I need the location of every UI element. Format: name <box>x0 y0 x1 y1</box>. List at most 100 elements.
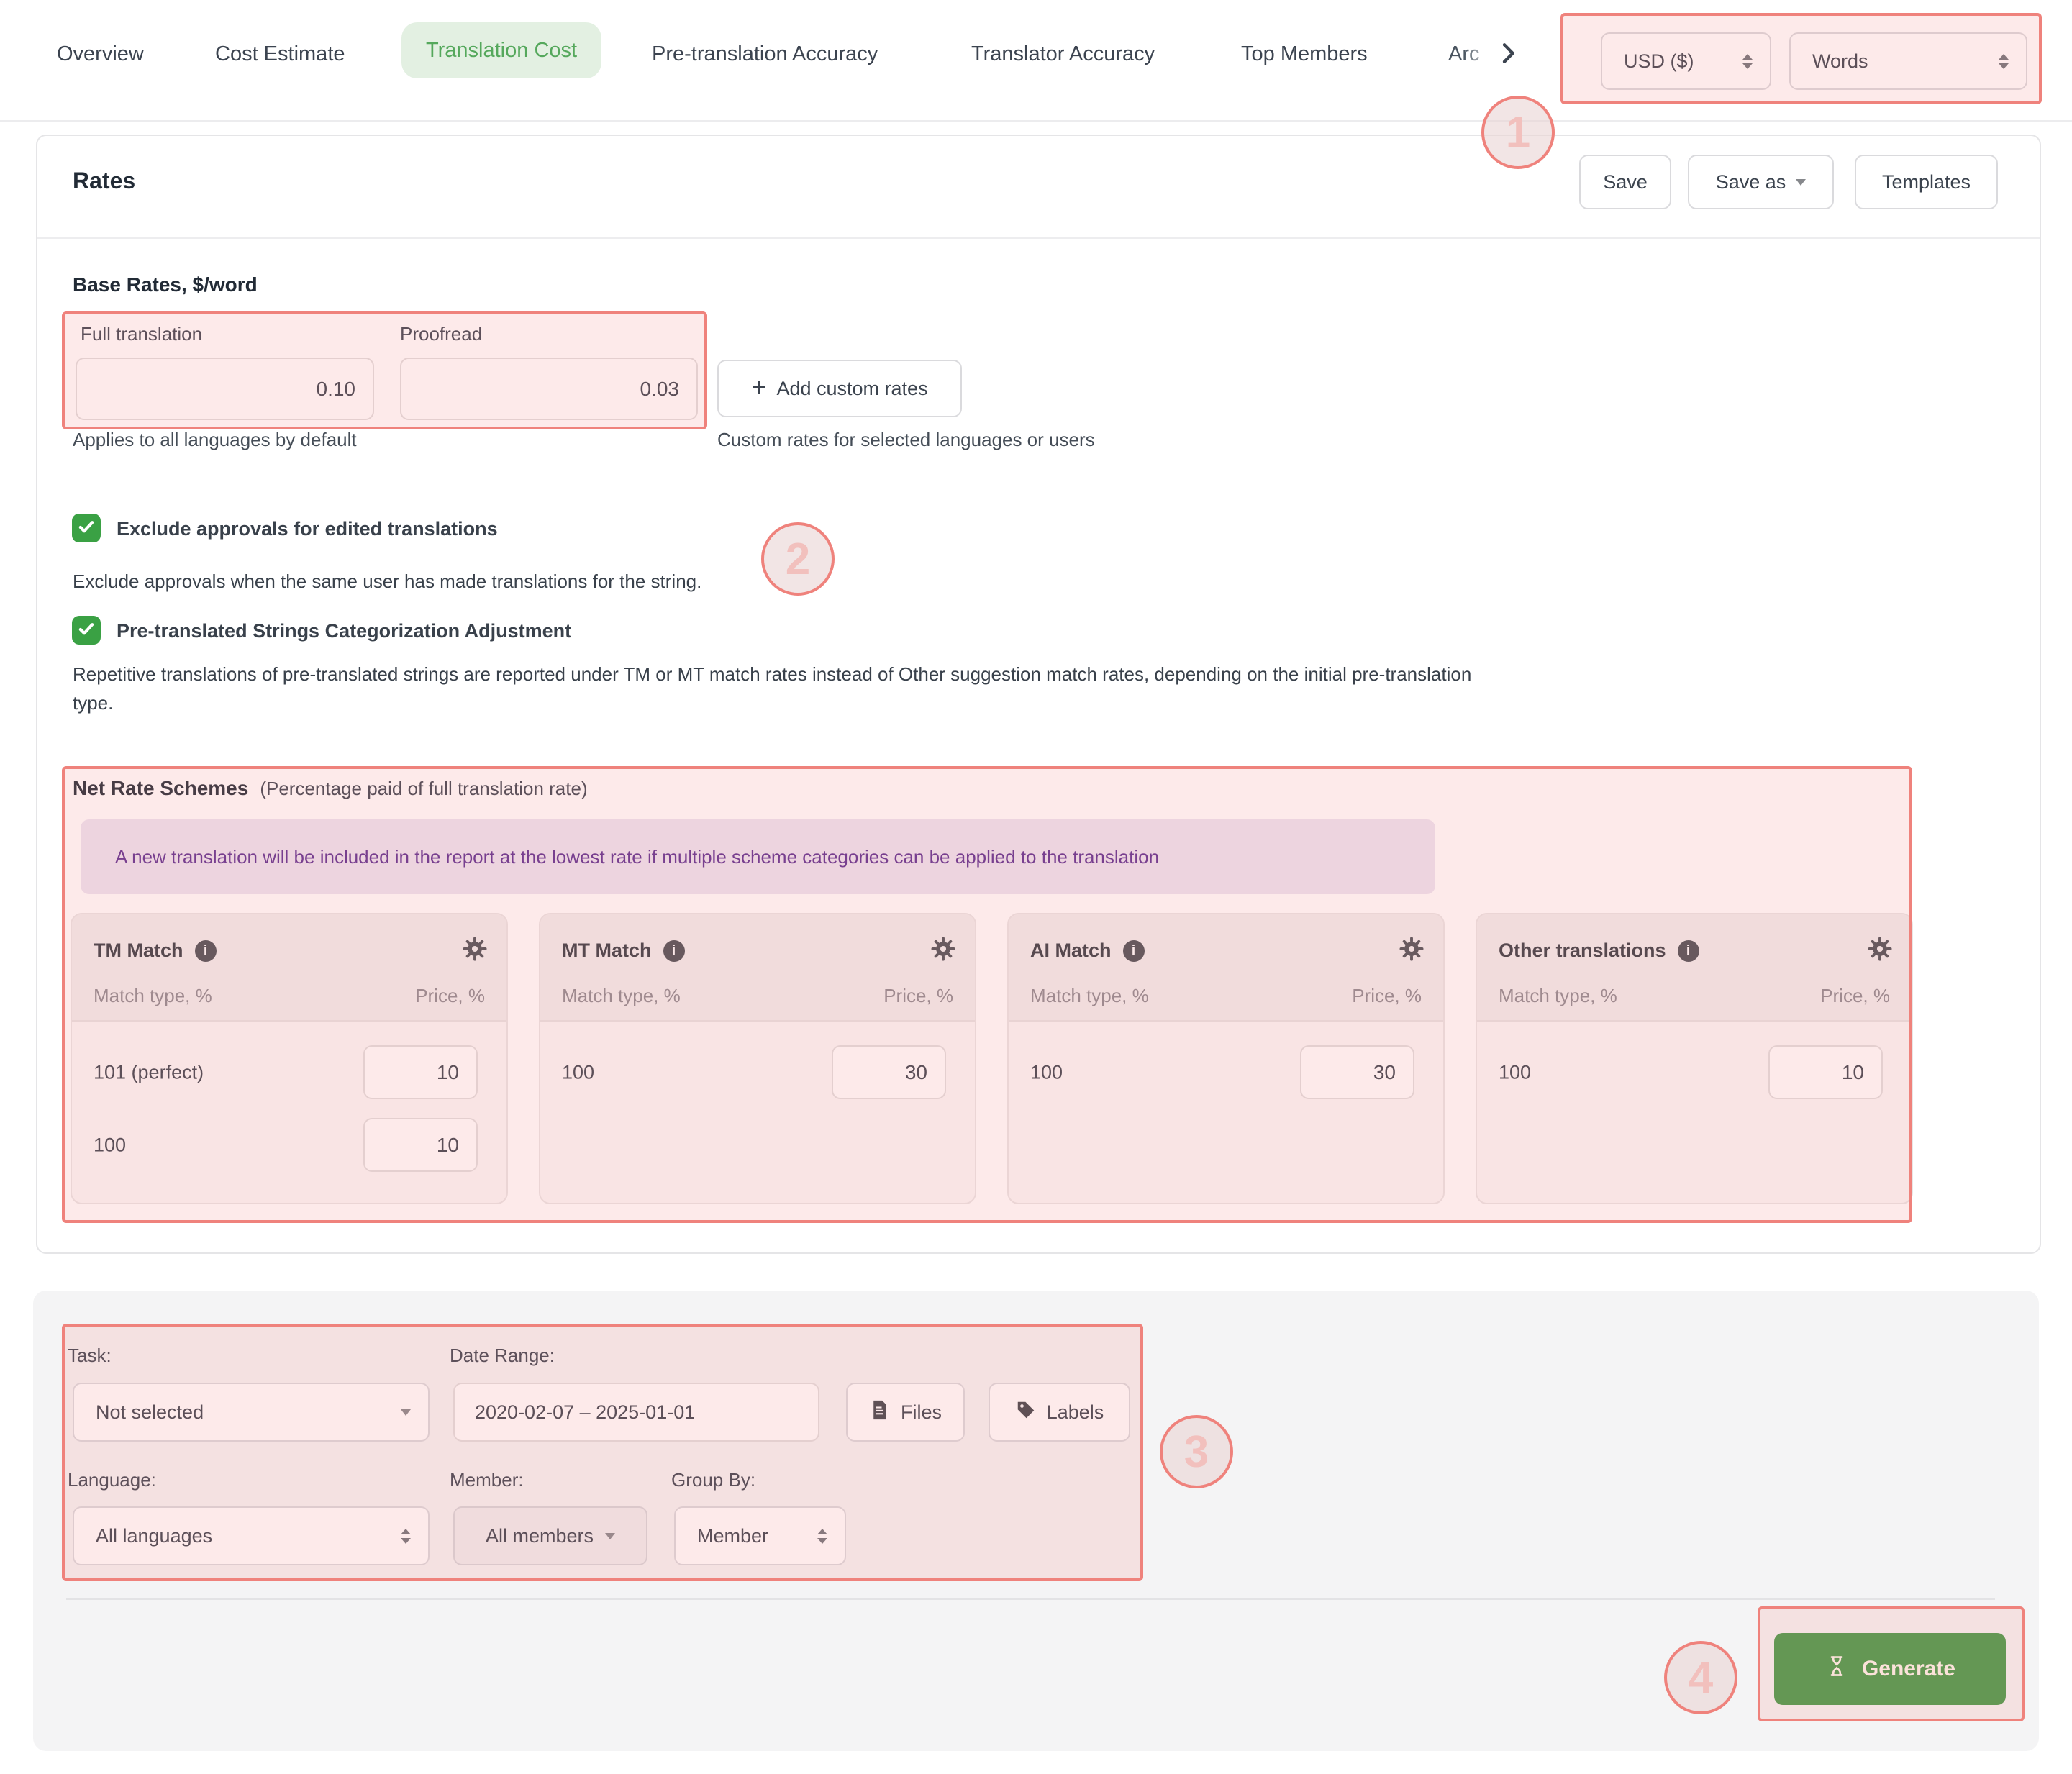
pretranslated-adjustment-checkbox[interactable] <box>72 616 101 645</box>
labels-button-label: Labels <box>1046 1401 1104 1423</box>
check-icon <box>76 618 97 643</box>
other-translations-card: Other translations i Match type, % Price… <box>1476 913 1913 1204</box>
tabbar-divider <box>0 120 2072 122</box>
tab-cost-estimate[interactable]: Cost Estimate <box>215 42 345 65</box>
tab-top-members[interactable]: Top Members <box>1241 42 1368 65</box>
other-translations-title: Other translations <box>1499 940 1666 961</box>
group-by-select-value: Member <box>697 1524 769 1547</box>
rates-title: Rates <box>73 168 136 194</box>
files-button[interactable]: Files <box>846 1383 965 1442</box>
gear-icon[interactable] <box>1867 936 1893 965</box>
tm-match-row-100: 100 <box>72 1118 506 1172</box>
mt-match-100-price-input[interactable] <box>832 1045 946 1099</box>
caret-down-icon <box>605 1532 616 1539</box>
language-select[interactable]: All languages <box>73 1506 430 1565</box>
tab-translation-cost[interactable]: Translation Cost <box>401 22 602 78</box>
tabs-overflow-chevron[interactable] <box>1491 37 1525 72</box>
group-by-label: Group By: <box>671 1469 756 1491</box>
gear-icon[interactable] <box>1399 936 1424 965</box>
check-icon <box>76 516 97 541</box>
price-column-label: Price, % <box>883 985 953 1006</box>
files-button-label: Files <box>900 1401 942 1423</box>
language-label: Language: <box>68 1469 156 1491</box>
match-type-value: 101 (perfect) <box>94 1061 204 1083</box>
proofread-rate-input[interactable] <box>400 358 698 420</box>
info-icon[interactable]: i <box>1677 940 1699 962</box>
add-custom-rates-button[interactable]: + Add custom rates <box>717 360 962 417</box>
full-translation-label: Full translation <box>81 323 203 345</box>
unit-select[interactable]: Words <box>1789 32 2027 90</box>
tm-match-row-101: 101 (perfect) <box>72 1045 506 1099</box>
task-label: Task: <box>68 1345 112 1366</box>
other-translations-card-header: Other translations i Match type, % Price… <box>1477 914 1912 1022</box>
unit-select-value: Words <box>1812 50 1868 72</box>
save-as-button-label: Save as <box>1715 170 1786 193</box>
updown-caret-icon <box>1742 53 1753 69</box>
price-column-label: Price, % <box>1820 985 1890 1006</box>
currency-select[interactable]: USD ($) <box>1601 32 1771 90</box>
other-translations-row-100: 100 <box>1477 1045 1912 1099</box>
ai-match-row-100: 100 <box>1009 1045 1443 1099</box>
date-range-input[interactable] <box>453 1383 819 1442</box>
tag-icon <box>1015 1399 1037 1426</box>
exclude-approvals-description: Exclude approvals when the same user has… <box>73 570 702 592</box>
tm-match-101-price-input[interactable] <box>363 1045 478 1099</box>
member-label: Member: <box>450 1469 524 1491</box>
tab-pre-translation-accuracy[interactable]: Pre-translation Accuracy <box>652 42 878 65</box>
match-type-value: 100 <box>94 1134 127 1155</box>
plus-icon: + <box>751 372 767 401</box>
settings-divider <box>66 1598 1995 1600</box>
net-rate-schemes-subheading: (Percentage paid of full translation rat… <box>260 778 588 799</box>
caret-down-icon <box>1796 178 1807 186</box>
match-type-value: 100 <box>562 1061 595 1083</box>
info-icon[interactable]: i <box>663 940 685 962</box>
gear-icon[interactable] <box>462 936 488 965</box>
info-icon[interactable]: i <box>194 940 217 962</box>
ai-match-title: AI Match <box>1030 940 1112 961</box>
tm-match-card-header: TM Match i Match type, % Price, % <box>72 914 506 1022</box>
match-type-value: 100 <box>1030 1061 1063 1083</box>
generate-button[interactable]: Generate <box>1774 1633 2006 1705</box>
language-select-value: All languages <box>96 1524 213 1547</box>
rates-header-divider <box>37 237 2040 239</box>
templates-button[interactable]: Templates <box>1855 155 1998 209</box>
net-rate-schemes-heading: Net Rate Schemes <box>73 777 249 799</box>
lowest-rate-info-banner: A new translation will be included in th… <box>81 819 1435 894</box>
gear-icon[interactable] <box>930 936 956 965</box>
tab-overview[interactable]: Overview <box>57 42 144 65</box>
ai-match-100-price-input[interactable] <box>1300 1045 1414 1099</box>
task-select-value: Not selected <box>96 1401 204 1423</box>
match-type-column-label: Match type, % <box>562 985 681 1006</box>
add-custom-rates-label: Add custom rates <box>776 377 928 399</box>
currency-select-value: USD ($) <box>1624 50 1694 72</box>
save-button[interactable]: Save <box>1579 155 1671 209</box>
proofread-label: Proofread <box>400 323 483 345</box>
task-select[interactable]: Not selected <box>73 1383 430 1442</box>
generate-button-label: Generate <box>1861 1657 1956 1680</box>
save-as-button[interactable]: Save as <box>1688 155 1834 209</box>
base-rates-caption: Applies to all languages by default <box>73 429 357 450</box>
chevron-right-icon <box>1494 39 1522 71</box>
exclude-approvals-label: Exclude approvals for edited translation… <box>117 518 498 540</box>
caret-down-icon <box>401 1409 411 1416</box>
tm-match-title: TM Match <box>94 940 183 961</box>
tab-translator-accuracy[interactable]: Translator Accuracy <box>971 42 1155 65</box>
info-icon[interactable]: i <box>1122 940 1145 962</box>
exclude-approvals-checkbox[interactable] <box>72 514 101 542</box>
price-column-label: Price, % <box>415 985 485 1006</box>
tm-match-100-price-input[interactable] <box>363 1118 478 1172</box>
price-column-label: Price, % <box>1352 985 1422 1006</box>
labels-button[interactable]: Labels <box>989 1383 1130 1442</box>
file-icon <box>869 1398 891 1427</box>
match-type-column-label: Match type, % <box>94 985 212 1006</box>
full-translation-rate-input[interactable] <box>76 358 374 420</box>
match-type-value: 100 <box>1499 1061 1532 1083</box>
updown-caret-icon <box>1999 53 2009 69</box>
group-by-select[interactable]: Member <box>674 1506 846 1565</box>
member-select[interactable]: All members <box>453 1506 648 1565</box>
tab-archive-truncated[interactable]: Arc <box>1448 42 1480 65</box>
templates-button-label: Templates <box>1881 170 1971 193</box>
pretranslated-adjustment-description: Repetitive translations of pre-translate… <box>73 663 1472 714</box>
other-translations-100-price-input[interactable] <box>1768 1045 1883 1099</box>
